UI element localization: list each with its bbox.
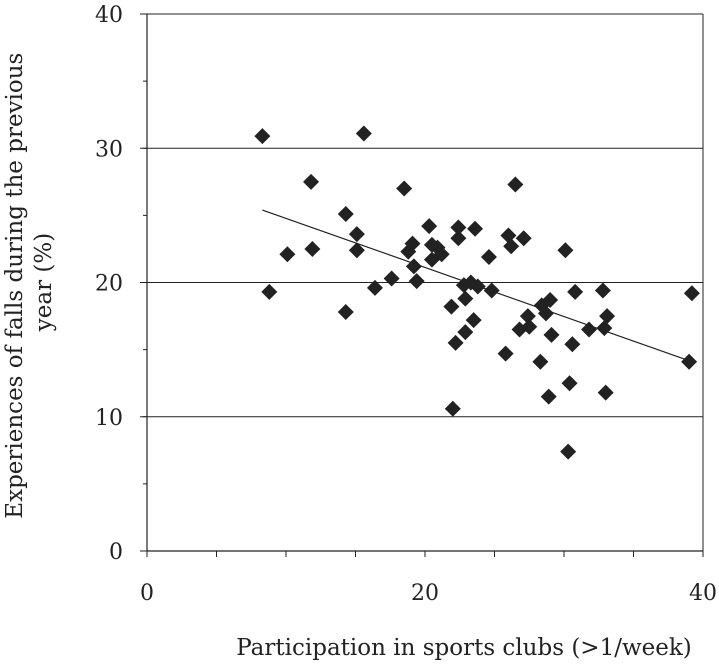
data-point-24: [447, 334, 464, 351]
data-point-6: [337, 304, 354, 321]
data-point-58: [597, 384, 614, 401]
data-point-9: [355, 125, 372, 142]
data-point-10: [366, 279, 383, 296]
y-tick-label-3: 30: [95, 137, 123, 162]
data-point-1: [261, 283, 278, 300]
data-point-54: [567, 283, 584, 300]
data-point-11: [383, 270, 400, 287]
data-point-29: [457, 324, 474, 341]
data-point-16: [408, 273, 425, 290]
y-tick-label-0: 0: [109, 540, 123, 565]
data-point-15: [405, 258, 422, 275]
data-point-41: [515, 230, 532, 247]
data-point-8: [348, 242, 365, 259]
data-point-23: [444, 400, 461, 417]
data-point-3: [303, 173, 320, 190]
y-tick-label-2: 20: [95, 272, 123, 297]
data-point-34: [480, 248, 497, 265]
axes: [140, 13, 704, 557]
data-point-12: [396, 180, 413, 197]
y-axis-title-line-1: Experiences of falls during the previous: [2, 53, 28, 519]
x-tick-label-2: 40: [689, 581, 717, 606]
y-axis-title: Experiences of falls during the previous…: [2, 45, 57, 518]
data-point-21: [433, 246, 450, 263]
data-point-52: [561, 375, 578, 392]
data-point-2: [279, 246, 296, 263]
data-point-61: [683, 285, 700, 302]
data-point-55: [581, 321, 598, 338]
data-point-53: [564, 336, 581, 353]
y-axis-title-line-2: year (%): [31, 233, 57, 332]
data-point-32: [467, 220, 484, 237]
data-point-48: [542, 291, 559, 308]
data-point-28: [457, 290, 474, 307]
data-point-46: [537, 305, 554, 322]
data-point-51: [560, 443, 577, 460]
x-tick-label-0: 0: [140, 581, 154, 606]
data-point-56: [594, 282, 611, 299]
tick-labels: 0 10 20 30 40 0 20 40: [95, 3, 717, 606]
data-point-26: [450, 230, 467, 247]
data-point-43: [521, 318, 538, 335]
data-point-47: [540, 388, 557, 405]
gridlines: [147, 13, 703, 418]
data-point-7: [348, 226, 365, 243]
data-point-25: [450, 219, 467, 236]
data-point-31: [465, 312, 482, 329]
data-point-0: [254, 128, 271, 145]
x-axis-title: Participation in sports clubs (>1/week): [236, 635, 692, 661]
data-point-44: [532, 353, 549, 370]
data-point-38: [503, 238, 520, 255]
data-point-37: [500, 227, 517, 244]
data-point-57: [596, 320, 613, 337]
data-point-33: [469, 278, 486, 295]
data-points: [254, 125, 700, 460]
data-point-14: [404, 235, 421, 252]
data-point-36: [497, 345, 514, 362]
data-point-4: [304, 240, 321, 257]
data-point-50: [557, 242, 574, 259]
data-point-49: [543, 326, 560, 343]
y-tick-label-4: 40: [95, 3, 123, 28]
data-point-60: [681, 353, 698, 370]
data-point-39: [507, 176, 524, 193]
data-point-5: [337, 206, 354, 223]
data-point-17: [421, 218, 438, 235]
data-point-42: [519, 308, 536, 325]
data-point-35: [483, 282, 500, 299]
y-tick-label-1: 10: [95, 406, 123, 431]
data-point-22: [443, 298, 460, 315]
x-tick-label-1: 20: [411, 581, 439, 606]
data-point-59: [599, 308, 616, 325]
